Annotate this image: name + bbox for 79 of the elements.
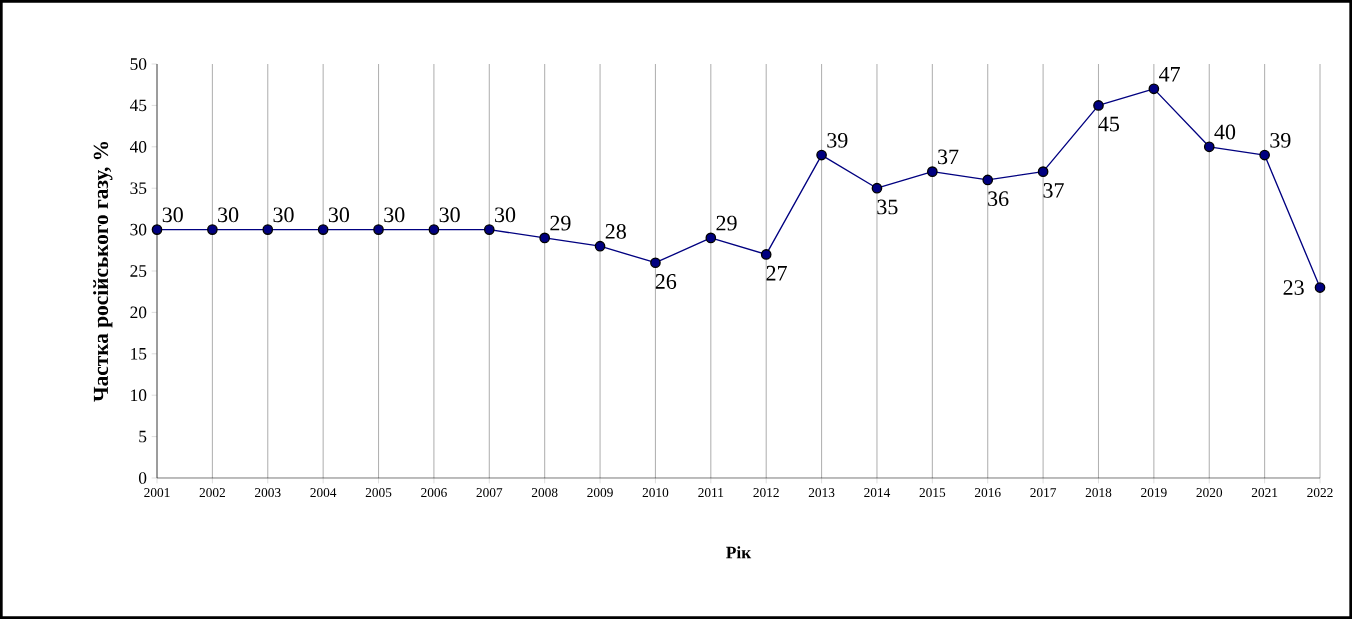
data-label: 29 — [716, 215, 737, 231]
x-tick-label: 2021 — [1251, 488, 1278, 498]
data-label: 26 — [655, 274, 677, 289]
x-tick-label: 2001 — [144, 488, 170, 498]
point — [262, 224, 274, 235]
x-tick-label: 2013 — [808, 488, 835, 498]
data-label: 30 — [218, 207, 239, 223]
x-tick-label: 2017 — [1030, 488, 1057, 498]
data-label: 45 — [1098, 116, 1119, 132]
x-tick-label: 2009 — [587, 488, 613, 498]
point — [1148, 83, 1160, 95]
data-label: 35 — [877, 199, 898, 215]
x-tick-label: 2007 — [476, 488, 503, 498]
x-axis-title: Рік — [726, 546, 752, 559]
x-tick-label: 2012 — [753, 488, 779, 498]
data-label: 30 — [384, 207, 405, 223]
x-tick-label: 2016 — [974, 488, 1001, 498]
point — [927, 166, 938, 177]
x-tick-label: 2018 — [1085, 488, 1112, 498]
x-tick-label: 2006 — [421, 488, 447, 498]
point — [594, 240, 606, 252]
y-tick-label: 0 — [138, 472, 147, 484]
data-label: 30 — [328, 207, 350, 223]
point — [151, 224, 163, 235]
data-label: 30 — [162, 207, 183, 223]
point — [317, 224, 329, 235]
data-label: 39 — [827, 132, 848, 148]
data-label: 29 — [550, 215, 571, 231]
x-tick-label: 2022 — [1307, 488, 1333, 498]
data-label: 37 — [938, 149, 959, 165]
y-tick-label: 5 — [139, 430, 147, 443]
point — [982, 174, 994, 186]
y-tick-label: 10 — [131, 389, 147, 402]
y-tick-label: 15 — [131, 348, 147, 360]
point — [483, 224, 495, 235]
point — [1203, 141, 1215, 153]
point — [816, 149, 827, 161]
point — [207, 224, 218, 235]
x-tick-label: 2003 — [255, 488, 281, 498]
x-tick-label: 2020 — [1196, 488, 1223, 498]
data-label: 47 — [1159, 67, 1180, 82]
point — [1314, 282, 1326, 293]
data-label: 40 — [1214, 124, 1236, 140]
point — [1259, 149, 1270, 161]
x-tick-label: 2002 — [199, 488, 225, 498]
data-label: 37 — [1043, 183, 1064, 198]
x-tick-label: 2011 — [698, 488, 724, 498]
data-label: 39 — [1270, 132, 1291, 148]
point — [539, 232, 551, 244]
y-tick-label: 30 — [130, 223, 147, 236]
x-tick-label: 2005 — [365, 488, 392, 498]
data-label: 28 — [605, 223, 626, 239]
y-tick-label: 40 — [129, 140, 147, 153]
point — [1093, 100, 1104, 111]
y-tick-label: 25 — [130, 265, 147, 277]
y-tick-label: 35 — [130, 182, 147, 195]
point — [650, 257, 661, 269]
x-tick-label: 2010 — [642, 488, 669, 498]
data-label: 23 — [1283, 280, 1304, 295]
x-tick-label: 2015 — [919, 488, 946, 498]
y-tick-label: 20 — [130, 306, 147, 319]
point — [1037, 166, 1049, 177]
x-tick-label: 2008 — [531, 488, 558, 498]
point — [871, 182, 883, 194]
point — [428, 224, 440, 235]
data-label: 30 — [273, 207, 294, 223]
data-label: 30 — [439, 207, 460, 223]
y-tick-label: 50 — [130, 58, 147, 70]
point — [760, 249, 772, 260]
x-tick-label: 2019 — [1141, 488, 1167, 498]
x-tick-label: 2014 — [864, 488, 891, 498]
data-label: 30 — [495, 207, 516, 223]
y-tick-label: 45 — [129, 99, 147, 112]
data-label: 27 — [766, 265, 787, 281]
point — [705, 232, 717, 244]
x-tick-label: 2004 — [310, 488, 337, 498]
y-axis-title: Частка російського газу, % — [93, 142, 113, 402]
point — [373, 224, 384, 235]
data-label: 36 — [988, 191, 1009, 207]
